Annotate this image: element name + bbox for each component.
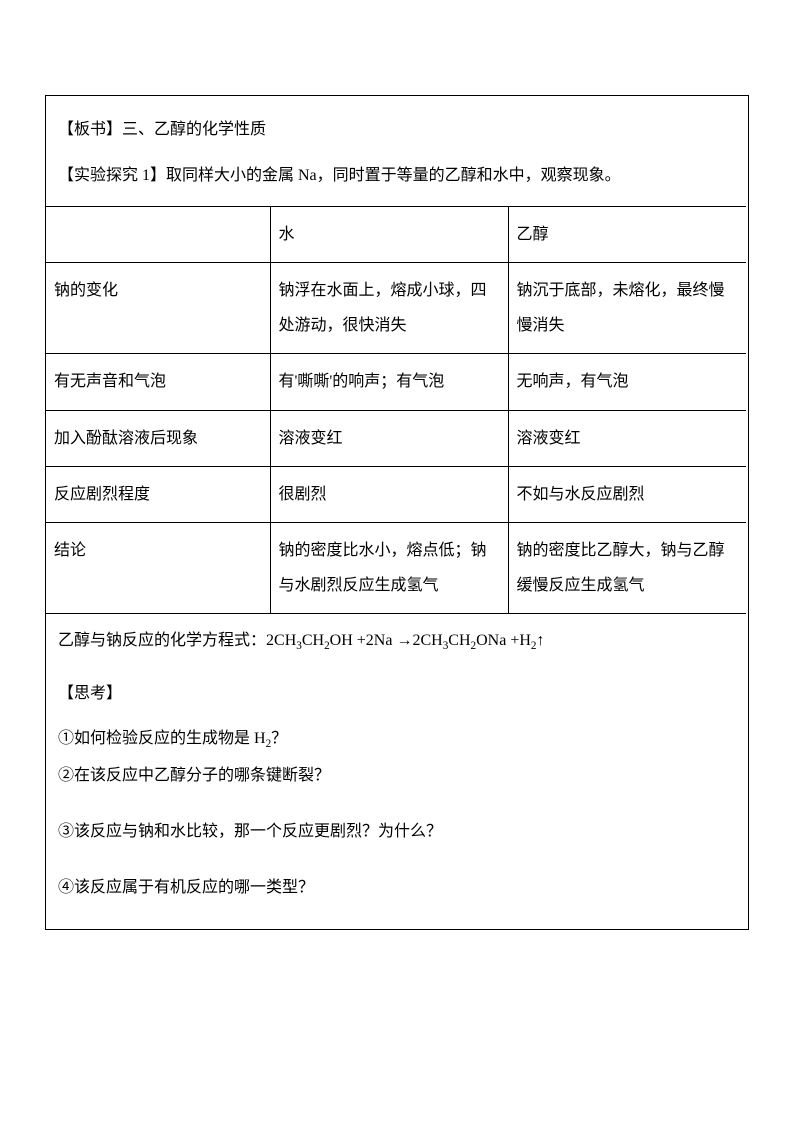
- board-heading: 【板书】三、乙醇的化学性质: [46, 111, 748, 149]
- equation-part: CH: [448, 632, 470, 649]
- equation-line: 乙醇与钠反应的化学方程式：2CH3CH2OH +2Na →2CH3CH2ONa …: [46, 622, 748, 660]
- table-cell: 不如与水反应剧烈: [508, 466, 746, 522]
- comparison-table: 水 乙醇 钠的变化 钠浮在水面上，熔成小球，四处游动，很快消失 钠沉于底部，未熔…: [46, 206, 746, 615]
- table-row: 加入酚酞溶液后现象 溶液变红 溶液变红: [46, 410, 746, 466]
- table-cell: 钠沉于底部，未熔化，最终慢慢消失: [508, 262, 746, 353]
- table-cell: 很剧烈: [270, 466, 508, 522]
- table-cell: 水: [270, 206, 508, 262]
- question-3: ③该反应与钠和水比较，那一个反应更剧烈？为什么？: [46, 816, 748, 848]
- table-cell: 钠的变化: [46, 262, 270, 353]
- table-row: 钠的变化 钠浮在水面上，熔成小球，四处游动，很快消失 钠沉于底部，未熔化，最终慢…: [46, 262, 746, 353]
- equation-part: OH +2Na →2CH: [330, 632, 443, 649]
- table-cell: 钠浮在水面上，熔成小球，四处游动，很快消失: [270, 262, 508, 353]
- table-cell: 无响声，有气泡: [508, 354, 746, 410]
- table-row: 反应剧烈程度 很剧烈 不如与水反应剧烈: [46, 466, 746, 522]
- table-row: 水 乙醇: [46, 206, 746, 262]
- thinking-heading: 【思考】: [46, 675, 748, 713]
- table-row: 结论 钠的密度比水小，熔点低；钠与水剧烈反应生成氢气 钠的密度比乙醇大，钠与乙醇…: [46, 522, 746, 613]
- question-2: ②在该反应中乙醇分子的哪条键断裂？: [46, 760, 748, 792]
- table-cell: 加入酚酞溶液后现象: [46, 410, 270, 466]
- question-text: ？: [271, 730, 287, 747]
- table-cell: 溶液变红: [508, 410, 746, 466]
- equation-part: ↑: [537, 632, 545, 649]
- table-cell: 钠的密度比乙醇大，钠与乙醇缓慢反应生成氢气: [508, 522, 746, 613]
- question-text: ①如何检验反应的生成物是 H: [58, 730, 266, 747]
- table-cell: 结论: [46, 522, 270, 613]
- table-cell: 有无声音和气泡: [46, 354, 270, 410]
- table-cell: 溶液变红: [270, 410, 508, 466]
- table-cell: 有'嘶嘶'的响声；有气泡: [270, 354, 508, 410]
- table-cell: 钠的密度比水小，熔点低；钠与水剧烈反应生成氢气: [270, 522, 508, 613]
- table-cell: 反应剧烈程度: [46, 466, 270, 522]
- question-4: ④该反应属于有机反应的哪一类型？: [46, 872, 748, 904]
- equation-prefix: 乙醇与钠反应的化学方程式：: [58, 632, 266, 649]
- experiment-heading: 【实验探究 1】取同样大小的金属 Na，同时置于等量的乙醇和水中，观察现象。: [46, 157, 748, 195]
- table-cell: 乙醇: [508, 206, 746, 262]
- table-row: 有无声音和气泡 有'嘶嘶'的响声；有气泡 无响声，有气泡: [46, 354, 746, 410]
- equation-part: CH: [302, 632, 324, 649]
- question-1: ①如何检验反应的生成物是 H2？: [46, 723, 748, 756]
- table-cell: [46, 206, 270, 262]
- content-frame: 【板书】三、乙醇的化学性质 【实验探究 1】取同样大小的金属 Na，同时置于等量…: [45, 95, 749, 930]
- equation-part: ONa +H: [476, 632, 531, 649]
- equation-part: 2CH: [266, 632, 296, 649]
